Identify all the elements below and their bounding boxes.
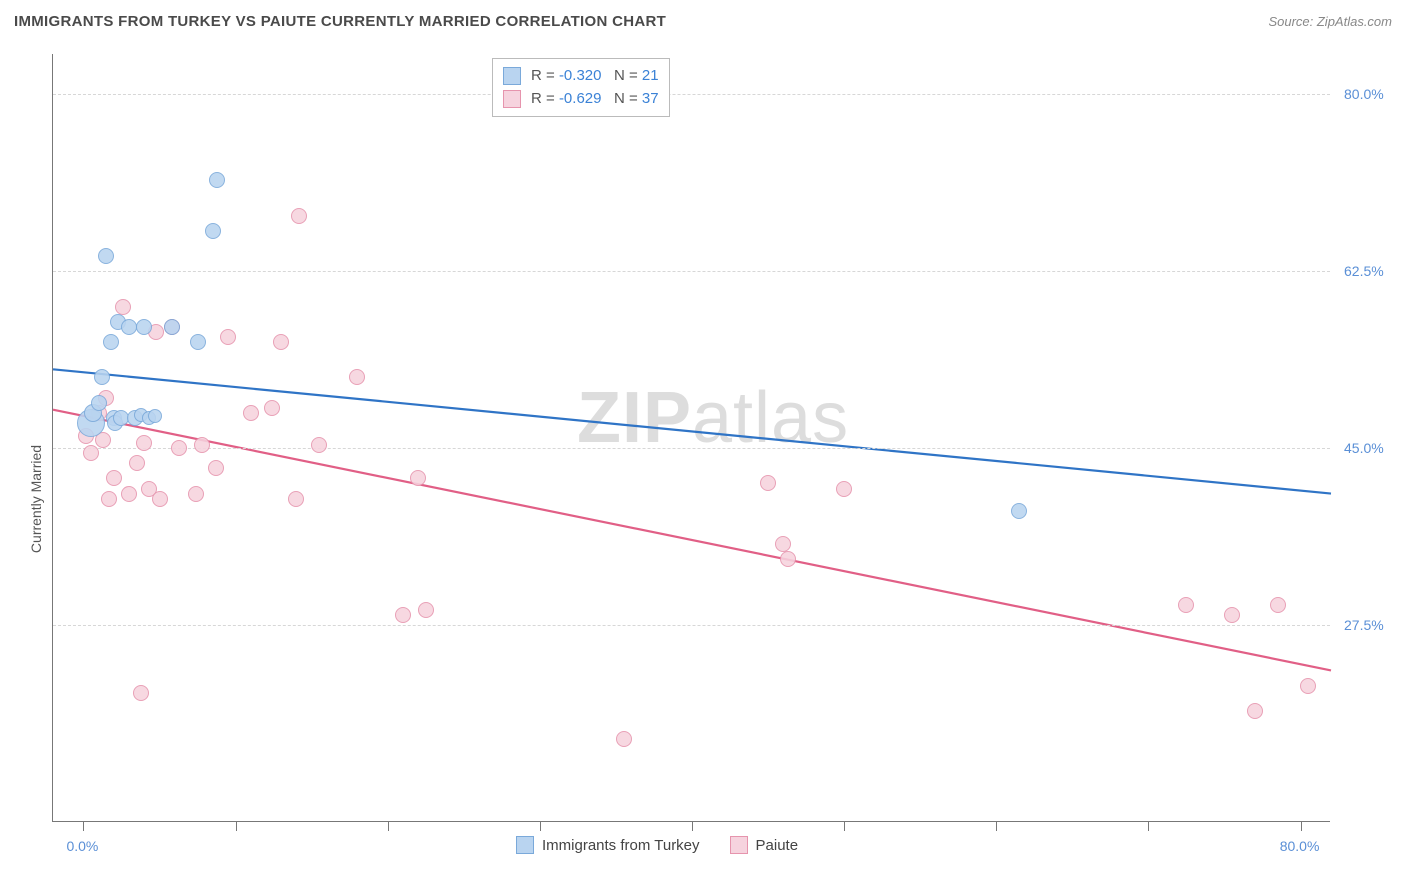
scatter-point-paiute <box>311 437 327 453</box>
scatter-point-turkey <box>98 248 114 264</box>
y-tick-label: 27.5% <box>1344 617 1384 633</box>
scatter-point-turkey <box>148 409 162 423</box>
scatter-point-paiute <box>106 470 122 486</box>
scatter-point-paiute <box>121 486 137 502</box>
scatter-point-paiute <box>775 536 791 552</box>
y-tick-label: 62.5% <box>1344 263 1384 279</box>
scatter-point-paiute <box>1270 597 1286 613</box>
scatter-point-paiute <box>264 400 280 416</box>
scatter-point-paiute <box>395 607 411 623</box>
legend-series-item-turkey: Immigrants from Turkey <box>516 836 700 854</box>
gridline-horizontal <box>53 271 1330 272</box>
x-tick-label: 0.0% <box>66 838 98 854</box>
legend-stats: R = -0.320 N = 21R = -0.629 N = 37 <box>492 58 670 117</box>
scatter-point-turkey <box>121 319 137 335</box>
plot-area: ZIPatlas <box>52 54 1330 822</box>
scatter-point-paiute <box>188 486 204 502</box>
legend-stats-text: R = -0.629 N = 37 <box>531 88 659 111</box>
scatter-point-paiute <box>208 460 224 476</box>
scatter-point-turkey <box>205 223 221 239</box>
x-tick-label: 80.0% <box>1280 838 1320 854</box>
x-tick-mark <box>236 821 237 831</box>
scatter-point-turkey <box>103 334 119 350</box>
legend-series-item-paiute: Paiute <box>730 836 799 854</box>
x-tick-mark <box>844 821 845 831</box>
scatter-point-paiute <box>1224 607 1240 623</box>
source-link[interactable]: ZipAtlas.com <box>1317 14 1392 29</box>
scatter-point-paiute <box>1178 597 1194 613</box>
gridline-horizontal <box>53 448 1330 449</box>
gridline-horizontal <box>53 94 1330 95</box>
x-tick-mark <box>996 821 997 831</box>
x-tick-mark <box>388 821 389 831</box>
scatter-point-paiute <box>410 470 426 486</box>
scatter-point-turkey <box>91 395 107 411</box>
legend-swatch-icon <box>730 836 748 854</box>
scatter-point-paiute <box>616 731 632 747</box>
legend-series-label: Immigrants from Turkey <box>542 837 700 854</box>
regression-lines <box>53 54 1331 822</box>
y-tick-label: 45.0% <box>1344 440 1384 456</box>
legend-series-label: Paiute <box>756 837 799 854</box>
scatter-point-turkey <box>1011 503 1027 519</box>
scatter-point-paiute <box>220 329 236 345</box>
legend-swatch-icon <box>503 67 521 85</box>
chart-title: IMMIGRANTS FROM TURKEY VS PAIUTE CURRENT… <box>14 13 666 30</box>
x-tick-mark <box>1301 821 1302 831</box>
scatter-point-turkey <box>209 172 225 188</box>
header: IMMIGRANTS FROM TURKEY VS PAIUTE CURRENT… <box>0 0 1406 42</box>
legend-series: Immigrants from Turkey Paiute <box>516 836 798 854</box>
scatter-point-paiute <box>171 440 187 456</box>
source-label: Source: <box>1268 14 1316 29</box>
scatter-point-paiute <box>291 208 307 224</box>
x-tick-mark <box>540 821 541 831</box>
scatter-point-paiute <box>1247 703 1263 719</box>
scatter-point-paiute <box>1300 678 1316 694</box>
x-tick-mark <box>692 821 693 831</box>
x-tick-mark <box>83 821 84 831</box>
source-attribution: Source: ZipAtlas.com <box>1268 14 1392 29</box>
scatter-point-turkey <box>190 334 206 350</box>
regression-line-turkey <box>53 369 1331 493</box>
scatter-point-paiute <box>129 455 145 471</box>
scatter-point-paiute <box>115 299 131 315</box>
x-tick-mark <box>1148 821 1149 831</box>
scatter-point-paiute <box>273 334 289 350</box>
scatter-point-paiute <box>349 369 365 385</box>
legend-stats-text: R = -0.320 N = 21 <box>531 65 659 88</box>
y-axis-label: Currently Married <box>28 445 44 553</box>
scatter-point-paiute <box>836 481 852 497</box>
scatter-point-paiute <box>152 491 168 507</box>
legend-stats-row-turkey: R = -0.320 N = 21 <box>503 65 659 88</box>
scatter-point-paiute <box>760 475 776 491</box>
legend-stats-row-paiute: R = -0.629 N = 37 <box>503 88 659 111</box>
legend-swatch-icon <box>516 836 534 854</box>
scatter-point-turkey <box>164 319 180 335</box>
scatter-point-paiute <box>780 551 796 567</box>
scatter-point-paiute <box>101 491 117 507</box>
gridline-horizontal <box>53 625 1330 626</box>
scatter-point-paiute <box>194 437 210 453</box>
y-tick-label: 80.0% <box>1344 86 1384 102</box>
scatter-point-paiute <box>83 445 99 461</box>
scatter-point-paiute <box>136 435 152 451</box>
scatter-point-turkey <box>136 319 152 335</box>
scatter-point-paiute <box>243 405 259 421</box>
scatter-point-paiute <box>418 602 434 618</box>
scatter-point-paiute <box>288 491 304 507</box>
legend-swatch-icon <box>503 90 521 108</box>
scatter-point-paiute <box>133 685 149 701</box>
scatter-point-turkey <box>94 369 110 385</box>
